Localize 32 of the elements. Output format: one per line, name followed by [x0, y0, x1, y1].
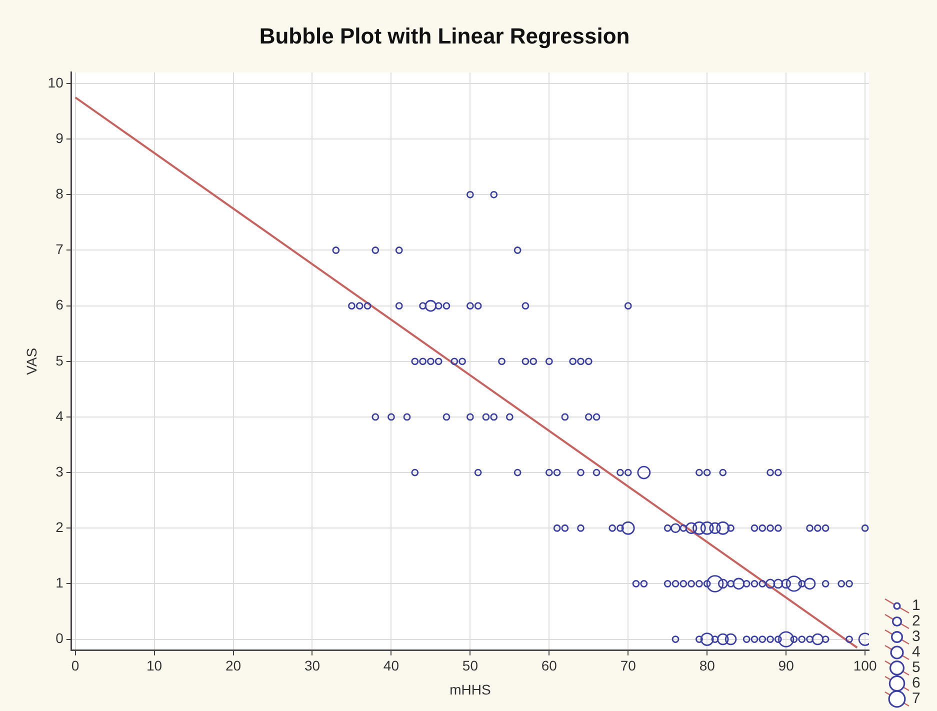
y-tick-label: 0 [56, 630, 64, 646]
x-tick-label: 20 [225, 658, 242, 674]
x-tick-label: 70 [620, 658, 636, 674]
legend-label: 4 [912, 644, 920, 661]
x-tick-label: 90 [778, 658, 794, 674]
x-tick-label: 40 [383, 658, 400, 674]
y-axis-title: VAS [23, 348, 40, 375]
legend-label: 2 [912, 612, 920, 630]
y-tick-label: 10 [48, 74, 64, 90]
legend-label: 3 [912, 628, 920, 646]
legend-label: 1 [912, 597, 920, 614]
y-tick-label: 7 [56, 241, 64, 258]
x-axis-title: mHHS [450, 681, 491, 698]
x-tick-label: 100 [853, 658, 877, 674]
y-tick-label: 4 [56, 408, 64, 424]
y-tick-label: 6 [56, 296, 64, 313]
y-tick-label: 2 [56, 518, 64, 535]
y-tick-label: 9 [56, 130, 64, 146]
legend-label: 6 [912, 674, 920, 692]
y-tick-label: 5 [56, 352, 64, 368]
x-tick-label: 30 [304, 658, 320, 674]
legend-label: 7 [912, 690, 920, 708]
x-tick-label: 60 [541, 658, 558, 674]
x-tick-label: 50 [462, 658, 478, 674]
y-tick-label: 1 [56, 574, 64, 591]
y-tick-label: 8 [56, 186, 64, 202]
legend-label: 5 [912, 659, 920, 676]
x-tick-label: 80 [699, 658, 716, 674]
chart-title: Bubble Plot with Linear Regression [259, 23, 630, 48]
x-tick-label: 0 [71, 658, 80, 674]
x-tick-label: 10 [146, 658, 162, 674]
y-tick-label: 3 [56, 463, 64, 480]
